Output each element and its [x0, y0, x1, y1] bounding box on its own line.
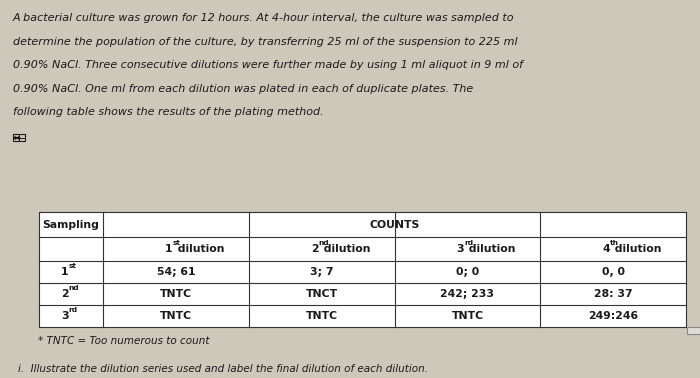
Text: determine the population of the culture, by transferring 25 ml of the suspension: determine the population of the culture,…: [13, 37, 517, 46]
Text: dilution: dilution: [611, 244, 662, 254]
Text: 3; 7: 3; 7: [310, 267, 333, 277]
Text: dilution: dilution: [320, 244, 370, 254]
Text: TNTC: TNTC: [452, 311, 484, 321]
Text: st: st: [69, 263, 77, 269]
Text: 54; 61: 54; 61: [157, 267, 195, 277]
Text: following table shows the results of the plating method.: following table shows the results of the…: [13, 107, 323, 117]
Bar: [687, 327, 700, 334]
Text: 1: 1: [62, 267, 69, 277]
Text: dilution: dilution: [466, 244, 516, 254]
Text: TNCT: TNCT: [306, 289, 338, 299]
Text: 0; 0: 0; 0: [456, 267, 479, 277]
Text: 3: 3: [456, 244, 464, 254]
Text: 242; 233: 242; 233: [440, 289, 494, 299]
Text: TNTC: TNTC: [160, 311, 193, 321]
Text: 249:246: 249:246: [588, 311, 638, 321]
Text: dilution: dilution: [174, 244, 225, 254]
Text: i.  Illustrate the dilution series used and label the final dilution of each dil: i. Illustrate the dilution series used a…: [18, 364, 428, 374]
Text: 3: 3: [61, 311, 69, 321]
Text: ⬌: ⬌: [13, 132, 21, 142]
Text: 2: 2: [311, 244, 318, 254]
Text: st: st: [173, 240, 181, 246]
Text: A bacterial culture was grown for 12 hours. At 4-hour interval, the culture was : A bacterial culture was grown for 12 hou…: [13, 13, 514, 23]
Text: COUNTS: COUNTS: [370, 220, 420, 229]
Text: TNTC: TNTC: [160, 289, 193, 299]
Text: th: th: [610, 240, 619, 246]
Text: TNTC: TNTC: [306, 311, 338, 321]
Text: 0, 0: 0, 0: [602, 267, 624, 277]
Text: nd: nd: [69, 285, 79, 291]
Text: * TNTC = Too numerous to count: * TNTC = Too numerous to count: [38, 336, 210, 346]
Text: 28: 37: 28: 37: [594, 289, 633, 299]
Text: 1: 1: [165, 244, 173, 254]
Text: 2: 2: [61, 289, 69, 299]
Text: rd: rd: [69, 307, 78, 313]
Text: 0.90% NaCl. One ml from each dilution was plated in each of duplicate plates. Th: 0.90% NaCl. One ml from each dilution wa…: [13, 84, 473, 93]
Text: Sampling: Sampling: [43, 220, 99, 229]
Text: 0.90% NaCl. Three consecutive dilutions were further made by using 1 ml aliquot : 0.90% NaCl. Three consecutive dilutions …: [13, 60, 523, 70]
Text: 4: 4: [602, 244, 610, 254]
Text: rd: rd: [464, 240, 473, 246]
Text: nd: nd: [318, 240, 329, 246]
